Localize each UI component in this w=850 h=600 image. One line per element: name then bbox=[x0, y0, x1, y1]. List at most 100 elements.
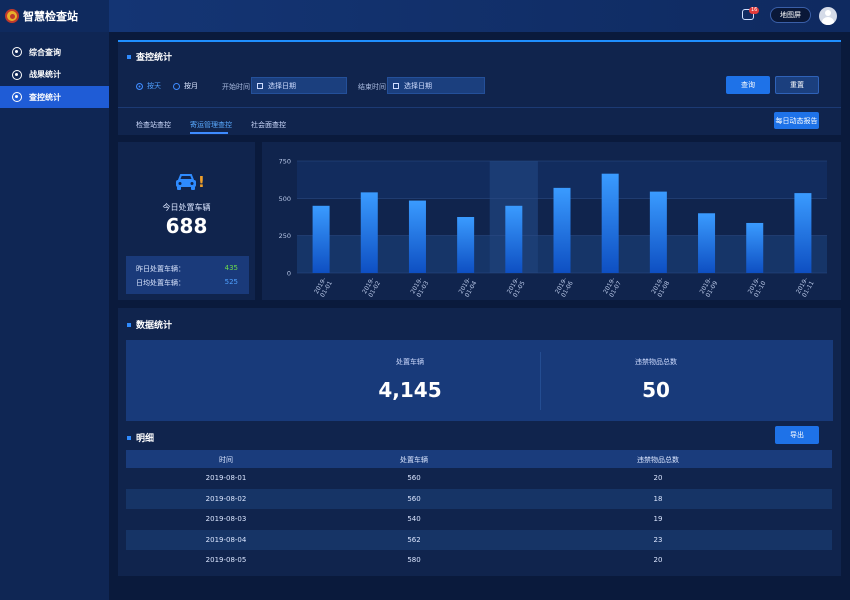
cell-vehicles: 560 bbox=[407, 474, 421, 482]
sidebar-item-results-stats[interactable]: 战果统计 bbox=[0, 64, 109, 86]
x-tick-label: 2019-01-05 bbox=[506, 276, 527, 298]
police-badge-icon bbox=[5, 9, 19, 23]
bar-2019-01-06 bbox=[553, 187, 571, 273]
query-title-text: 查控统计 bbox=[136, 53, 173, 63]
radio-by-month[interactable]: 按月 bbox=[173, 81, 198, 91]
cell-time: 2019-08-03 bbox=[205, 515, 247, 523]
radio-month-label: 按月 bbox=[184, 82, 198, 90]
globe-icon bbox=[12, 92, 22, 102]
summary-divider bbox=[540, 352, 541, 410]
summary-box bbox=[126, 340, 833, 421]
table-header: 时间 处置车辆 违禁物品总数 bbox=[126, 450, 832, 468]
end-date-input[interactable]: 选择日期 bbox=[387, 77, 485, 94]
column-header-vehicles: 处置车辆 bbox=[400, 456, 428, 464]
tab-shipping-control[interactable]: 寄运管理查控 bbox=[190, 121, 232, 129]
x-tick-label: 2019-01-10 bbox=[747, 276, 768, 298]
table-row: 2019-08-05 580 20 bbox=[126, 550, 832, 570]
daily-average-label: 日均处置车辆： bbox=[136, 279, 185, 287]
table-row: 2019-08-01 560 20 bbox=[126, 468, 832, 488]
cell-time: 2019-08-05 bbox=[205, 556, 247, 564]
cell-time: 2019-08-01 bbox=[205, 474, 247, 482]
start-date-input[interactable]: 选择日期 bbox=[251, 77, 347, 94]
export-button[interactable]: 导出 bbox=[775, 426, 819, 444]
data-stats-title: 数据统计 bbox=[127, 318, 172, 331]
active-tab-indicator bbox=[190, 132, 228, 134]
cell-contraband: 20 bbox=[653, 474, 663, 482]
cell-contraband: 20 bbox=[653, 556, 663, 564]
warning-icon: ! bbox=[198, 173, 205, 191]
calendar-icon bbox=[257, 82, 263, 89]
globe-icon bbox=[12, 47, 22, 57]
search-button[interactable]: 查询 bbox=[726, 76, 770, 94]
start-time-label: 开始时间 bbox=[222, 83, 250, 91]
user-avatar[interactable] bbox=[819, 7, 837, 25]
total-vehicles-value: 4,145 bbox=[378, 378, 442, 402]
bar-2019-01-02 bbox=[360, 192, 378, 273]
table-row: 2019-08-03 540 19 bbox=[126, 509, 832, 529]
sidebar-item-label: 综合查询 bbox=[29, 47, 61, 57]
y-tick-label: 750 bbox=[279, 158, 291, 166]
x-tick-label: 2019-01-09 bbox=[698, 276, 719, 298]
section-marker-icon bbox=[127, 435, 131, 440]
end-date-placeholder: 选择日期 bbox=[404, 81, 432, 90]
x-tick-label: 2019-01-01 bbox=[313, 276, 334, 298]
radio-by-day[interactable]: 按天 bbox=[136, 81, 161, 91]
today-vehicles-label: 今日处置车辆 bbox=[162, 203, 211, 212]
bar-2019-01-04 bbox=[457, 217, 475, 273]
total-contraband-label: 违禁物品总数 bbox=[635, 358, 677, 366]
table-row: 2019-08-04 562 23 bbox=[126, 529, 832, 550]
x-tick-label: 2019-01-03 bbox=[409, 276, 430, 298]
app-title: 智慧检查站 bbox=[23, 10, 78, 23]
x-tick-label: 2019-01-02 bbox=[361, 276, 382, 298]
sidebar-item-label: 查控统计 bbox=[29, 92, 61, 102]
tab-checkpoint-control[interactable]: 检查站查控 bbox=[136, 121, 171, 129]
yesterday-value: 435 bbox=[224, 264, 238, 272]
bar-2019-01-09 bbox=[698, 213, 716, 273]
top-bar: 16 地图屏 bbox=[109, 0, 850, 32]
calendar-icon bbox=[393, 82, 399, 89]
daily-report-button[interactable]: 每日动态报告 bbox=[774, 112, 819, 129]
bar-2019-01-11 bbox=[794, 193, 812, 273]
x-tick-label: 2019-01-04 bbox=[458, 276, 479, 298]
vehicle-summary-box bbox=[126, 256, 249, 294]
radio-checked-icon bbox=[136, 82, 143, 90]
column-header-time: 时间 bbox=[219, 456, 233, 464]
sidebar-item-comprehensive-query[interactable]: 综合查询 bbox=[0, 41, 109, 63]
cell-time: 2019-08-04 bbox=[205, 535, 247, 544]
y-tick-label: 0 bbox=[287, 270, 291, 278]
cell-time: 2019-08-02 bbox=[205, 494, 247, 503]
total-contraband-value: 50 bbox=[642, 378, 670, 402]
data-stats-title-text: 数据统计 bbox=[136, 321, 173, 331]
y-tick-label: 250 bbox=[279, 232, 291, 240]
x-tick-label: 2019-01-07 bbox=[602, 276, 623, 298]
divider bbox=[118, 107, 841, 108]
total-vehicles-label: 处置车辆 bbox=[396, 358, 424, 366]
radio-day-label: 按天 bbox=[147, 82, 161, 90]
y-tick-label: 500 bbox=[279, 195, 291, 203]
tab-social-control[interactable]: 社会面查控 bbox=[251, 121, 286, 129]
detail-title-text: 明细 bbox=[136, 434, 155, 444]
x-tick-label: 2019-01-08 bbox=[650, 276, 671, 298]
message-icon[interactable] bbox=[742, 9, 754, 20]
map-screen-button[interactable]: 地图屏 bbox=[770, 7, 811, 23]
x-tick-label: 2019-01-06 bbox=[554, 276, 575, 298]
radio-unchecked-icon bbox=[173, 82, 180, 90]
start-date-placeholder: 选择日期 bbox=[268, 81, 296, 90]
reset-button[interactable]: 重置 bbox=[775, 76, 819, 94]
table-row: 2019-08-02 560 18 bbox=[126, 488, 832, 509]
bar-2019-01-05 bbox=[505, 205, 523, 273]
yesterday-label: 昨日处置车辆： bbox=[136, 265, 185, 273]
app-logo: 智慧检查站 bbox=[0, 0, 109, 32]
query-section-title: 查控统计 bbox=[127, 50, 172, 63]
message-count-badge: 16 bbox=[749, 7, 760, 14]
sidebar: 智慧检查站 综合查询 战果统计 查控统计 bbox=[0, 0, 109, 600]
column-header-contraband: 违禁物品总数 bbox=[637, 456, 679, 464]
vehicle-bar-chart: 0 250 500 750 2019-01-01 2019-01-02 2019-01-03… bbox=[279, 158, 827, 299]
sidebar-item-control-stats[interactable]: 查控统计 bbox=[0, 86, 109, 108]
sidebar-item-label: 战果统计 bbox=[29, 70, 61, 79]
cell-vehicles: 562 bbox=[407, 535, 421, 544]
section-marker-icon bbox=[127, 322, 131, 327]
cell-contraband: 19 bbox=[653, 515, 663, 523]
globe-icon bbox=[12, 69, 22, 80]
cell-vehicles: 540 bbox=[407, 515, 421, 523]
